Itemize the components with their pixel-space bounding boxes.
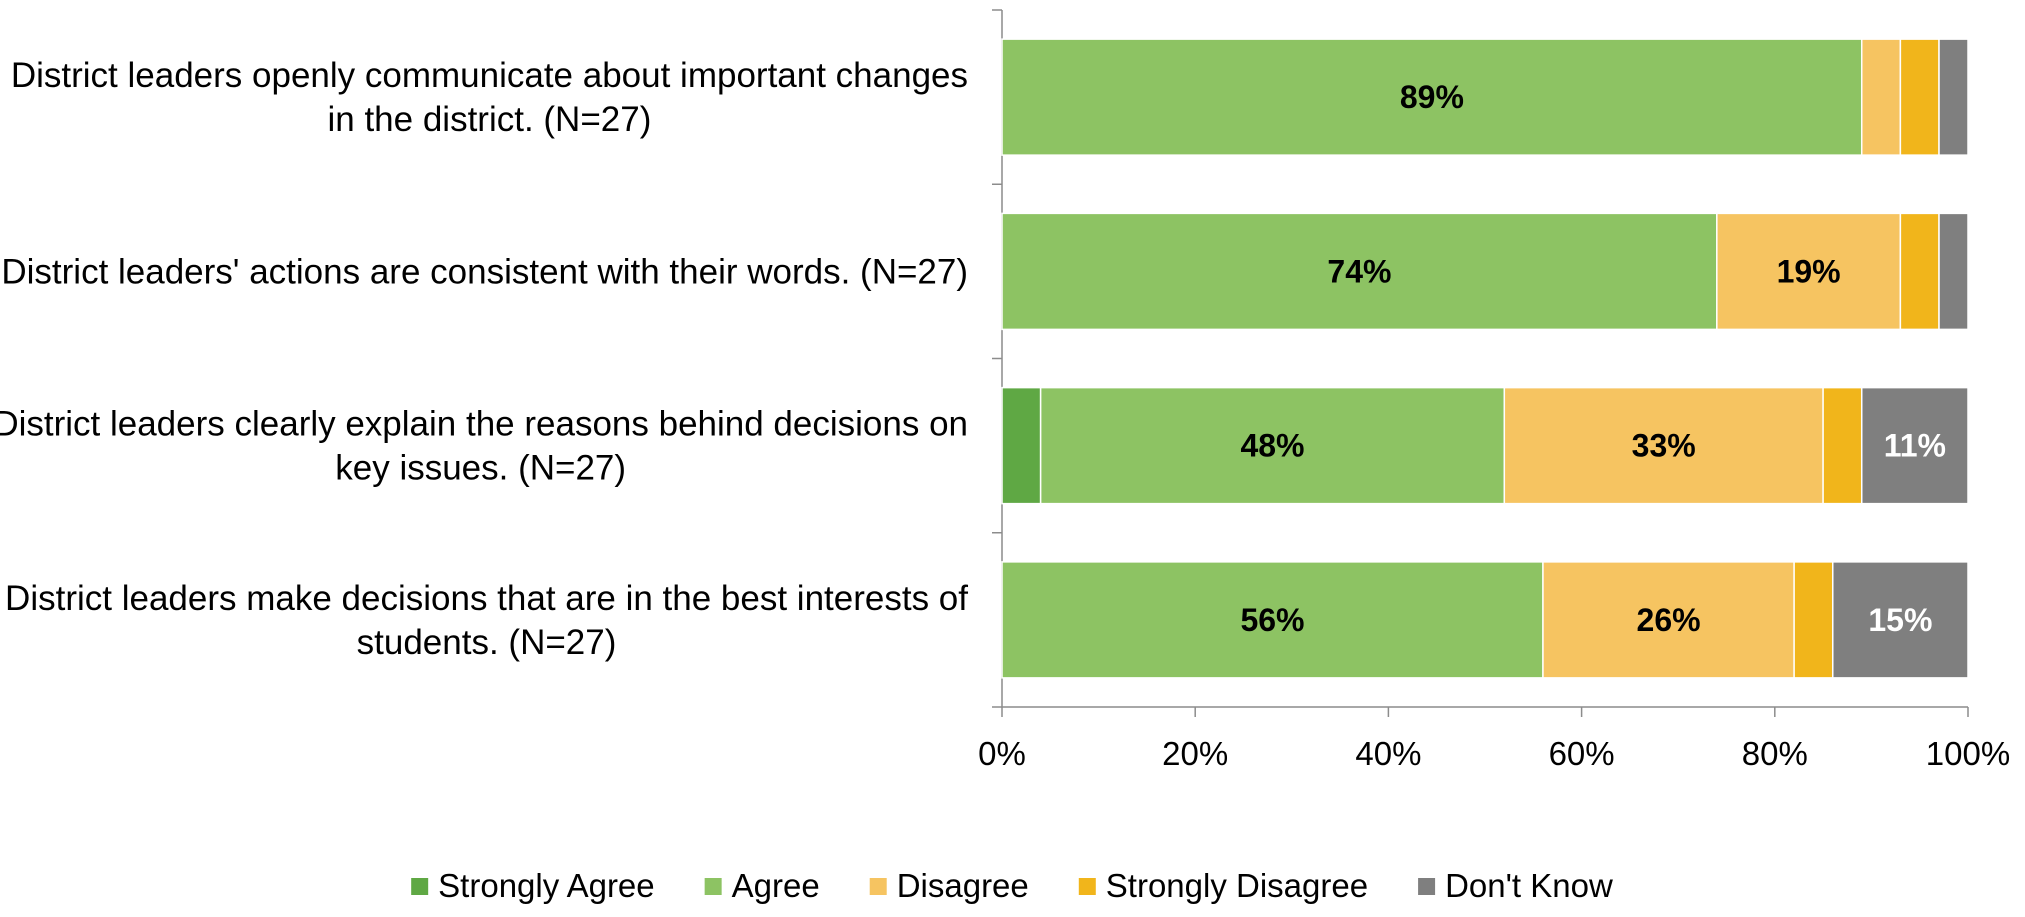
bar-segment bbox=[1938, 38, 1969, 156]
bar-data-label: 48% bbox=[1240, 428, 1304, 464]
bar-data-label: 11% bbox=[1884, 428, 1946, 464]
x-tick-label: 20% bbox=[1162, 735, 1228, 772]
legend-swatch bbox=[869, 878, 887, 895]
bar-segment bbox=[1832, 561, 1969, 679]
bar-segment bbox=[1001, 212, 1718, 331]
x-tick-label: 100% bbox=[1926, 735, 2010, 772]
legend-label: Don't Know bbox=[1445, 867, 1613, 904]
chart-category-labels: District leaders openly communicate abou… bbox=[0, 56, 968, 662]
category-label-line: District leaders make decisions that are… bbox=[5, 579, 968, 618]
bar-segment bbox=[1793, 561, 1834, 679]
legend-item: Disagree bbox=[869, 867, 1029, 904]
bar-segment bbox=[1001, 561, 1544, 679]
bar-data-label: 19% bbox=[1777, 253, 1841, 289]
bar-segment bbox=[1503, 386, 1824, 505]
legend-item: Strongly Disagree bbox=[1078, 867, 1368, 904]
legend-swatch bbox=[1418, 878, 1436, 895]
bar-data-label: 33% bbox=[1632, 428, 1696, 464]
legend-swatch bbox=[704, 878, 722, 895]
chart-tick-labels: 0% 20% 40% 60% 80% 100% bbox=[978, 735, 2010, 772]
category-label-line: key issues. (N=27) bbox=[335, 449, 626, 488]
legend-item: Strongly Agree bbox=[411, 867, 655, 904]
legend-item: Don't Know bbox=[1418, 867, 1613, 904]
category-label-line: District leaders openly communicate abou… bbox=[11, 56, 968, 95]
bar-data-label: 89% bbox=[1400, 79, 1464, 115]
category-label-line: in the district. (N=27) bbox=[327, 100, 651, 139]
bar-segment bbox=[1860, 38, 1902, 156]
category-label: District leaders clearly explain the rea… bbox=[0, 405, 968, 488]
legend-label: Strongly Disagree bbox=[1106, 867, 1368, 904]
bar-data-label: 15% bbox=[1868, 602, 1932, 638]
category-label: District leaders openly communicate abou… bbox=[11, 56, 968, 139]
bar-data-label: 74% bbox=[1327, 253, 1391, 289]
category-label: District leaders make decisions that are… bbox=[5, 579, 968, 662]
chart-bars bbox=[1001, 38, 1969, 679]
bar-segment bbox=[1039, 386, 1506, 505]
bar-segment bbox=[1899, 212, 1940, 331]
bar-segment bbox=[1899, 38, 1940, 156]
bar-segment bbox=[1001, 38, 1863, 156]
bar-segment bbox=[1716, 212, 1902, 331]
bar-segment bbox=[1822, 386, 1863, 505]
bar-data-label: 26% bbox=[1637, 602, 1701, 638]
chart-legend: Strongly Agree Agree Disagree Strongly Disa… bbox=[411, 867, 1613, 904]
bar-segment bbox=[1001, 386, 1042, 505]
category-label-line: students. (N=27) bbox=[357, 623, 617, 662]
bar-segment bbox=[1860, 386, 1969, 505]
chart-data-labels: 89% 74% 19% 48% 33% 11% 56% 26% 15% bbox=[1240, 79, 1946, 638]
x-tick-label: 80% bbox=[1742, 735, 1808, 772]
x-tick-label: 60% bbox=[1549, 735, 1615, 772]
bar-data-label: 56% bbox=[1240, 602, 1304, 638]
legend-label: Disagree bbox=[897, 867, 1029, 904]
category-label-line: District leaders clearly explain the rea… bbox=[0, 405, 968, 444]
category-label: District leaders' actions are consistent… bbox=[1, 252, 968, 291]
legend-swatch bbox=[1078, 878, 1096, 895]
legend-label: Strongly Agree bbox=[438, 867, 654, 904]
category-label-line: District leaders' actions are consistent… bbox=[1, 252, 968, 291]
x-tick-label: 40% bbox=[1355, 735, 1421, 772]
legend-swatch bbox=[411, 878, 429, 895]
legend-label: Agree bbox=[732, 867, 820, 904]
legend-item: Agree bbox=[704, 867, 820, 904]
x-tick-label: 0% bbox=[978, 735, 1026, 772]
bar-segment bbox=[1938, 212, 1969, 331]
